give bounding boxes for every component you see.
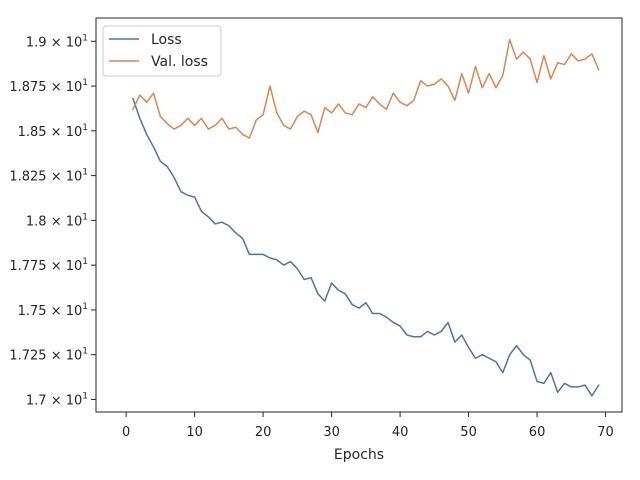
x-tick-label: 10 — [186, 425, 203, 440]
x-tick-label: 50 — [460, 425, 477, 440]
y-tick-label: 1.7 × 101 — [26, 391, 88, 408]
x-tick-label: 60 — [529, 425, 546, 440]
y-tick-label: 1.725 × 101 — [9, 347, 88, 364]
series-layer — [132, 38, 600, 397]
y-tick-label: 1.85 × 101 — [18, 123, 88, 140]
y-tick-label: 1.75 × 101 — [18, 302, 88, 319]
legend-label-loss: Loss — [151, 32, 182, 48]
plot-background — [96, 18, 622, 412]
y-tick-label: 1.775 × 101 — [9, 257, 88, 274]
series-line-loss — [132, 97, 600, 397]
x-tick-label: 40 — [392, 425, 409, 440]
x-axis-label: Epochs — [334, 447, 384, 463]
series-line-val-loss — [132, 38, 600, 139]
x-tick-label: 0 — [122, 425, 130, 440]
x-tick-label: 30 — [323, 425, 340, 440]
y-tick-label: 1.8 × 101 — [26, 212, 88, 229]
y-axis: 1.7 × 101 1.725 × 101 1.75 × 101 1.775 × 10… — [9, 33, 96, 408]
legend: Loss Val. loss — [102, 25, 222, 77]
x-axis: 0 10 20 30 40 50 60 70 — [122, 412, 614, 440]
x-tick-label: 20 — [255, 425, 272, 440]
y-tick-label: 1.825 × 101 — [9, 168, 88, 185]
legend-label-val-loss: Val. loss — [151, 54, 208, 70]
x-tick-label: 70 — [597, 425, 614, 440]
y-tick-label: 1.9 × 101 — [26, 33, 88, 50]
y-tick-label: 1.875 × 101 — [9, 78, 88, 95]
plot-frame — [95, 17, 623, 413]
